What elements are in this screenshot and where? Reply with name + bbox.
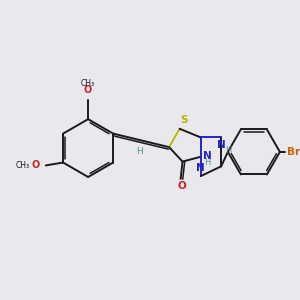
Text: N: N <box>203 151 212 161</box>
Text: CH₃: CH₃ <box>81 79 95 88</box>
Text: H: H <box>136 147 142 156</box>
Text: H: H <box>225 146 231 155</box>
Text: CH₃: CH₃ <box>15 161 29 170</box>
Text: N: N <box>217 140 226 150</box>
Text: H: H <box>204 158 211 167</box>
Text: N: N <box>196 163 205 173</box>
Text: S: S <box>180 115 187 125</box>
Text: Br: Br <box>287 147 300 157</box>
Text: O: O <box>32 160 40 170</box>
Text: O: O <box>177 181 186 191</box>
Text: O: O <box>84 85 92 95</box>
